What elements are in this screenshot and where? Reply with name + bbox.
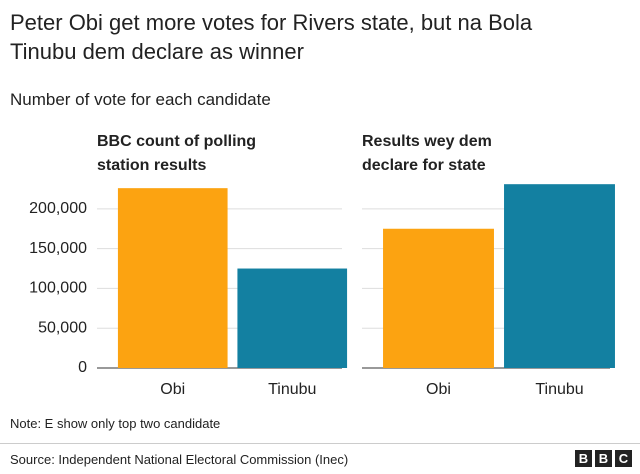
bar (504, 184, 615, 368)
logo-letter: C (615, 450, 632, 467)
subtitle: Number of vote for each candidate (10, 90, 271, 109)
y-tick-label: 100,000 (29, 280, 87, 297)
y-tick-label: 150,000 (29, 240, 87, 257)
logo-letter: B (595, 450, 612, 467)
x-tick-label: Tinubu (535, 381, 583, 398)
x-tick-label: Obi (426, 381, 451, 398)
bar (237, 268, 348, 368)
y-tick-label: 200,000 (29, 200, 87, 217)
panel-title: Results wey dem declare for state (362, 133, 492, 174)
logo-letter: B (575, 450, 592, 467)
note: Note: E show only top two candidate (10, 416, 221, 431)
x-tick-label: Tinubu (268, 381, 316, 398)
bar (117, 188, 228, 368)
source: Source: Independent National Electoral C… (10, 452, 349, 467)
y-tick-label: 0 (78, 359, 87, 376)
x-tick-label: Obi (160, 381, 185, 398)
panel-title: BBC count of polling station results (97, 133, 257, 174)
title: Peter Obi get more votes for Rivers stat… (10, 10, 533, 64)
separator (0, 443, 640, 444)
bar (383, 228, 494, 368)
y-tick-label: 50,000 (38, 319, 87, 336)
